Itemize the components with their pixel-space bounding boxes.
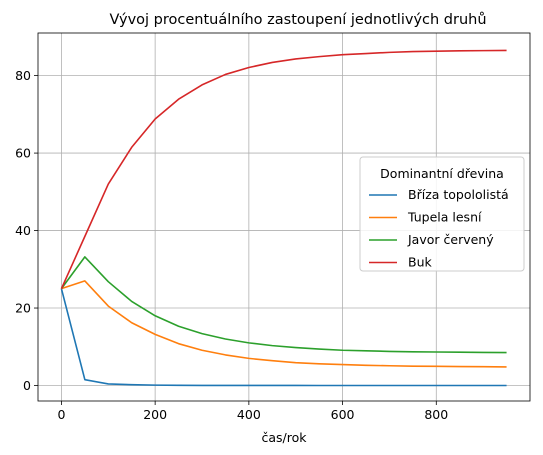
legend-title: Dominantní dřevina <box>380 166 504 181</box>
legend-label: Buk <box>408 255 432 270</box>
series-lines <box>60 49 507 387</box>
y-tick-label: 80 <box>15 68 31 83</box>
x-tick-label: 200 <box>143 407 167 422</box>
y-tick-label: 40 <box>15 223 31 238</box>
x-axis-label: čas/rok <box>261 430 307 445</box>
plot-frame <box>37 32 531 402</box>
x-tick-label: 0 <box>57 407 65 422</box>
series-line-3 <box>60 256 507 354</box>
series-line-4 <box>60 49 507 289</box>
series-line-1 <box>60 288 507 387</box>
chart-title: Vývoj procentuálního zastoupení jednotli… <box>109 12 486 28</box>
x-tick-label: 600 <box>331 407 355 422</box>
y-tick-label: 0 <box>23 378 31 393</box>
series-line-2 <box>61 280 507 368</box>
legend-label: Tupela lesní <box>407 210 482 225</box>
y-tick-label: 60 <box>15 146 31 161</box>
y-tick-label: 20 <box>15 301 31 316</box>
legend: Dominantní dřevina Bříza topololistá Tupe… <box>359 156 525 272</box>
axis-ticks: 0 200 400 600 800 0 20 40 60 80 <box>15 68 448 422</box>
legend-label: Javor červený <box>407 232 494 247</box>
legend-box <box>359 156 525 272</box>
x-tick-label: 400 <box>237 407 261 422</box>
x-tick-label: 800 <box>424 407 448 422</box>
legend-label: Bříza topololistá <box>408 187 509 202</box>
